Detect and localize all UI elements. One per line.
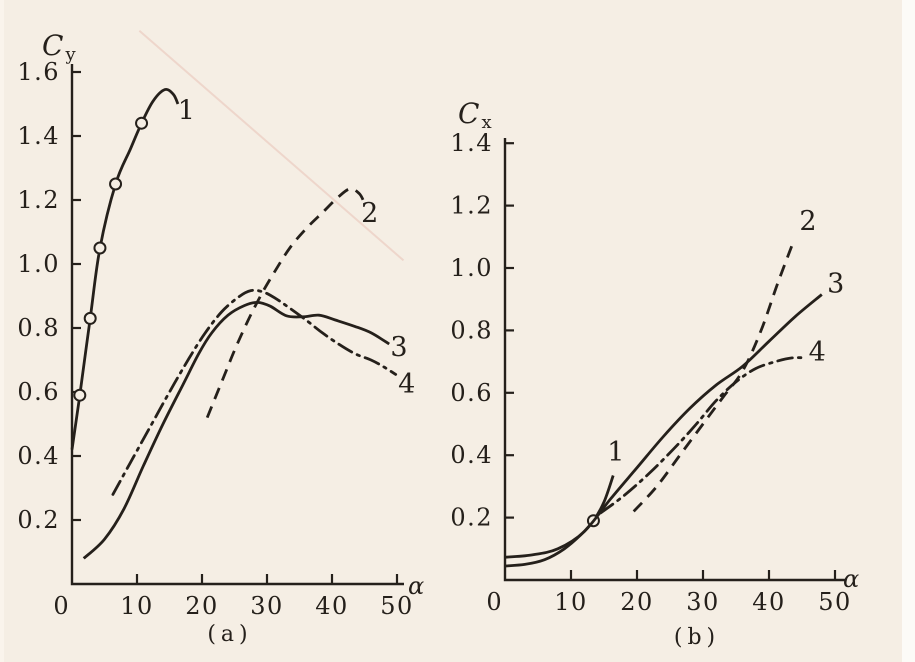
y-axis-title-b-sub: x	[481, 112, 493, 133]
y-axis-tick-label: 1.4	[450, 129, 493, 157]
x-axis-tick-label: 20	[185, 592, 219, 620]
y-axis-tick-label: 1.2	[450, 192, 493, 220]
curve-3-b	[504, 293, 823, 559]
curve-1-a	[70, 88, 180, 450]
y-axis-tick-label: 1.0	[450, 254, 493, 282]
axes-b	[503, 138, 846, 582]
y-axis-title-b: Cx	[458, 100, 493, 132]
y-axis-tick-label: 1.4	[17, 122, 60, 150]
panel-b: 0.2 0.4 0.6 0.8 1.0 1.2 1.4 0 10 20 30 40 50 1 2 3 4	[450, 129, 852, 616]
y-axis-tick-label: 0.6	[17, 378, 60, 406]
x-axis-title-b: α	[843, 565, 860, 593]
y-axis-tick-label: 1.2	[17, 186, 60, 214]
paper-edge-right	[902, 0, 915, 662]
y-axis-tick-label: 0.6	[450, 379, 493, 407]
x-axis-tick-label: 50	[380, 592, 414, 620]
x-axis-title-a: α	[408, 572, 425, 600]
x-axis-tick-label: 50	[818, 588, 852, 616]
curve-label-2-b: 2	[799, 206, 816, 237]
curve-label-1-a: 1	[178, 95, 195, 126]
curve-2-b	[632, 239, 796, 513]
curve-2-a	[205, 187, 366, 419]
y-axis-tick-label: 0.8	[450, 316, 493, 344]
x-axis-tick-label: 0	[53, 592, 68, 620]
curve-3-a	[82, 300, 390, 560]
x-axis-tick-label: 20	[620, 588, 654, 616]
x-axis-tick-label: 10	[554, 588, 588, 616]
curve-label-4-b: 4	[809, 337, 826, 368]
y-axis-tick-label: 1.6	[17, 58, 60, 86]
curve-4-b	[599, 356, 808, 515]
panel-a: 0.2 0.4 0.6 0.8 1.0 1.2 1.4 1.6 0 10 20 30 40 50 1 2 3 4	[17, 58, 415, 620]
x-axis-tick-label: 40	[752, 588, 786, 616]
y-axis-tick-label: 0.8	[17, 314, 60, 342]
y-axis-title-b-main: C	[458, 97, 481, 130]
x-axis-tick-label: 30	[686, 588, 720, 616]
panel-caption-a: (a)	[207, 622, 253, 647]
y-axis-title-a-sub: y	[65, 44, 77, 65]
x-axis-tick-label: 40	[315, 592, 349, 620]
data-point-marker	[73, 388, 87, 402]
curve-label-4-a: 4	[398, 369, 415, 400]
paper-edge-left	[0, 0, 4, 662]
curve-label-2-a: 2	[361, 198, 378, 229]
curve-label-3-b: 3	[827, 269, 844, 300]
y-axis-title-a: Cy	[42, 32, 77, 64]
y-axis-tick-label: 0.2	[17, 506, 60, 534]
data-point-marker	[83, 311, 97, 325]
data-point-marker	[93, 241, 107, 255]
data-point-marker	[135, 116, 149, 130]
y-axis-tick-label: 0.4	[17, 442, 60, 470]
axes-a	[70, 64, 404, 586]
y-axis-tick-label: 0.4	[450, 441, 493, 469]
panel-caption-b: (b)	[673, 625, 721, 650]
curve-4-a	[111, 288, 398, 496]
x-axis-tick-label: 0	[486, 588, 501, 616]
data-point-marker	[109, 177, 123, 191]
y-axis-tick-label: 0.2	[450, 504, 493, 532]
x-axis-tick-label: 30	[250, 592, 284, 620]
curve-label-3-a: 3	[390, 332, 407, 363]
y-axis-title-a-main: C	[42, 29, 65, 62]
curve-label-1-b: 1	[607, 437, 624, 468]
x-axis-tick-label: 10	[120, 592, 154, 620]
y-axis-tick-label: 1.0	[17, 250, 60, 278]
